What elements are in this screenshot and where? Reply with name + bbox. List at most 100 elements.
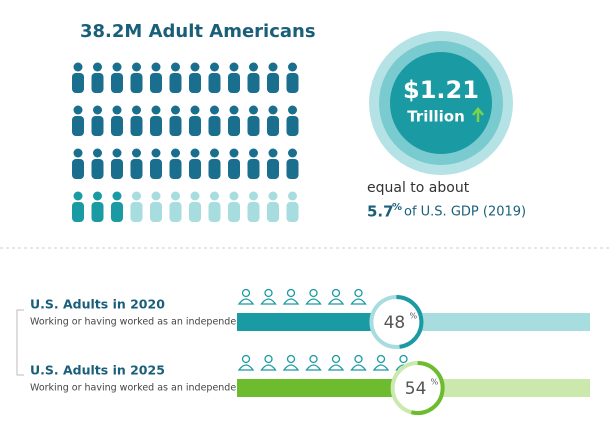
- person-body: [267, 73, 279, 93]
- person-head: [112, 105, 122, 115]
- person-head: [249, 191, 258, 201]
- person-body: [267, 202, 279, 222]
- person-body: [286, 202, 299, 222]
- person-head: [268, 191, 278, 201]
- person-body: [111, 202, 123, 222]
- person-body: [208, 202, 221, 222]
- up-arrow: [472, 107, 484, 122]
- person-body: [130, 159, 143, 179]
- person-head: [288, 191, 297, 201]
- person-head: [132, 191, 141, 201]
- person-head: [171, 148, 180, 158]
- person-body: [150, 73, 162, 93]
- person-body: [150, 202, 162, 222]
- person-body: [247, 202, 260, 222]
- person-head: [112, 62, 122, 72]
- person-head: [171, 191, 180, 201]
- person-icon-head: [376, 354, 386, 364]
- person-icon-head: [286, 354, 296, 364]
- person-head: [112, 191, 122, 201]
- person-body: [189, 116, 201, 136]
- person-icon-head: [399, 354, 408, 364]
- person-head: [210, 105, 219, 115]
- percent-unit: %: [431, 378, 439, 387]
- person-head: [210, 148, 219, 158]
- person-body: [72, 202, 84, 222]
- person-body: [208, 159, 221, 179]
- person-body: [111, 116, 123, 136]
- person-icon-body: [237, 364, 255, 371]
- person-head: [288, 148, 297, 158]
- person-icon-body: [350, 298, 367, 305]
- percent-arc: [410, 361, 445, 415]
- person-head: [132, 62, 141, 72]
- person-body: [91, 73, 104, 93]
- person-body: [228, 202, 240, 222]
- person-head: [249, 105, 258, 115]
- person-body: [91, 116, 104, 136]
- person-body: [286, 116, 299, 136]
- person-body: [72, 73, 84, 93]
- person-body: [91, 159, 104, 179]
- person-icon-head: [309, 288, 318, 298]
- gdp-rest: of U.S. GDP (2019): [404, 205, 526, 220]
- person-icon-body: [327, 364, 345, 371]
- person-head: [229, 191, 239, 201]
- person-icon-body: [260, 364, 277, 371]
- percent-value: 48: [384, 313, 406, 333]
- person-head: [151, 148, 161, 158]
- person-body: [189, 159, 201, 179]
- person-body: [247, 159, 260, 179]
- badge-amount: $1.21: [403, 76, 479, 104]
- person-head: [73, 191, 83, 201]
- gdp-share: 5.7: [367, 203, 394, 221]
- person-head: [73, 105, 83, 115]
- person-body: [247, 73, 260, 93]
- person-body: [91, 202, 104, 222]
- person-body: [286, 159, 299, 179]
- person-body: [189, 73, 201, 93]
- person-head: [151, 105, 161, 115]
- person-head: [171, 62, 180, 72]
- person-icon-head: [331, 288, 341, 298]
- person-icon-head: [241, 354, 251, 364]
- bar-fill: [237, 313, 407, 331]
- person-head: [190, 62, 200, 72]
- person-head: [112, 148, 122, 158]
- group-subtitle: Working or having worked as an independe…: [30, 383, 246, 394]
- person-body: [228, 116, 240, 136]
- person-head: [229, 62, 239, 72]
- person-body: [72, 116, 84, 136]
- person-icon-head: [354, 354, 363, 364]
- person-body: [130, 73, 143, 93]
- person-body: [267, 116, 279, 136]
- person-head: [132, 148, 141, 158]
- person-body: [228, 159, 240, 179]
- person-body: [208, 73, 221, 93]
- person-icon-body: [372, 364, 390, 371]
- group-title: U.S. Adults in 2025: [30, 363, 165, 378]
- percent-arc: [396, 295, 424, 349]
- person-body: [130, 202, 143, 222]
- person-icon-head: [264, 288, 273, 298]
- person-head: [93, 105, 102, 115]
- badge-inner: [390, 52, 492, 154]
- group-title: U.S. Adults in 2020: [30, 297, 165, 312]
- person-body: [267, 159, 279, 179]
- person-icon-body: [350, 364, 367, 371]
- person-head: [288, 105, 297, 115]
- person-head: [268, 62, 278, 72]
- person-icon-body: [327, 298, 345, 305]
- person-head: [151, 62, 161, 72]
- bracket: [16, 309, 24, 376]
- person-body: [189, 202, 201, 222]
- person-icon-body: [237, 298, 255, 305]
- person-head: [210, 62, 219, 72]
- badge-unit: Trillion: [407, 108, 465, 126]
- person-head: [190, 191, 200, 201]
- person-icon-head: [309, 354, 318, 364]
- person-head: [268, 148, 278, 158]
- person-icon-body: [305, 364, 322, 371]
- person-body: [150, 159, 162, 179]
